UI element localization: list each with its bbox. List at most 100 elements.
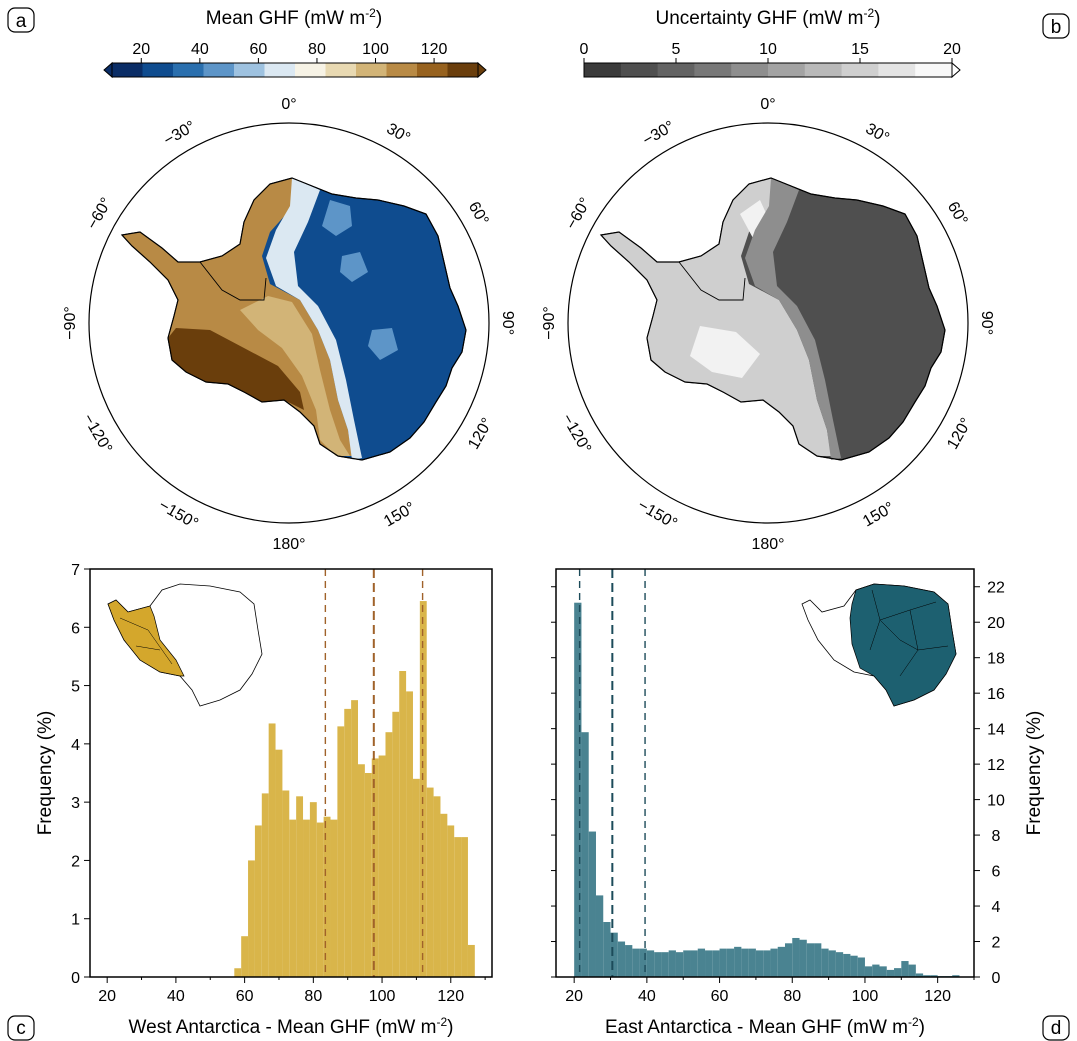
east-xtick-label-4: 100 <box>852 988 879 1005</box>
east-bar-8 <box>632 948 640 977</box>
east-bar-0 <box>574 602 582 977</box>
colorbar-mean-cell-1 <box>142 63 174 77</box>
west-bar-13 <box>323 816 331 977</box>
east-bar-5 <box>610 932 618 977</box>
map-mean-ghf: 0° 30° 60° 90° 120° 150° 180° −150° −120° −90° −60… <box>62 96 516 553</box>
east-bar-39 <box>857 957 865 977</box>
panel-label-b: b <box>1042 13 1070 39</box>
panel-label-a: a <box>7 7 35 33</box>
colorbar-uncertainty-cell-4 <box>731 63 769 77</box>
east-bar-21 <box>726 948 735 977</box>
west-bar-14 <box>330 819 338 977</box>
east-bar-36 <box>835 952 844 977</box>
colorbar-mean-cell-7 <box>325 63 357 77</box>
map-mean-lon-label-0: 0° <box>281 96 296 113</box>
colorbar-mean-cells <box>111 62 479 78</box>
colorbar-uncertainty-cell-7 <box>841 63 879 77</box>
east-bar-27 <box>770 948 778 977</box>
colorbar-uncertainty-cell-2 <box>657 63 695 77</box>
east-xtick-label-2: 60 <box>711 988 729 1005</box>
east-bar-38 <box>850 955 858 977</box>
map-uncertainty-lon-label-2: 60° <box>944 199 971 228</box>
west-bar-5 <box>268 723 276 977</box>
east-bar-16 <box>690 950 698 977</box>
west-antarctica-high-uncert <box>601 178 831 456</box>
west-bar-3 <box>254 825 262 977</box>
east-bar-47 <box>915 973 924 977</box>
east-bars <box>574 602 960 977</box>
west-y-ticks: 0 1 2 3 4 5 6 7 <box>71 562 90 987</box>
west-xtick-label-2: 60 <box>236 988 254 1005</box>
west-bar-31 <box>447 825 455 977</box>
map-uncertainty-lon-label-5: 150° <box>860 499 897 530</box>
panel-label-d: d <box>1042 1015 1070 1041</box>
east-bar-14 <box>675 952 684 977</box>
east-bar-11 <box>654 952 662 977</box>
east-ytick-label-6: 12 <box>987 757 1005 774</box>
histogram-west: 20 40 60 80 100 120 0 1 2 3 4 5 6 7 West Antarctica … <box>35 562 493 1038</box>
east-bar-37 <box>843 953 851 977</box>
east-bar-33 <box>814 943 822 977</box>
map-uncertainty-lon-label-0: 0° <box>760 96 775 113</box>
east-percentile-lines <box>578 569 646 977</box>
east-bar-13 <box>668 950 676 977</box>
east-bar-17 <box>697 948 706 977</box>
transition-band <box>266 178 362 460</box>
east-bar-45 <box>901 961 909 977</box>
colorbar-uncertainty: Uncertainty GHF (mW m-2) 0 5 10 15 20 <box>580 6 961 79</box>
east-bar-9 <box>639 948 647 977</box>
colorbar-mean-cell-8 <box>356 63 387 77</box>
west-bar-9 <box>296 796 304 977</box>
east-xtick-label-0: 20 <box>565 988 583 1005</box>
east-bar-41 <box>872 964 880 977</box>
east-bar-32 <box>806 943 815 977</box>
colorbar-mean-tick-label-0: 20 <box>132 41 150 58</box>
west-brightest <box>690 200 770 378</box>
map-mean-lon-label-5: 150° <box>381 499 418 530</box>
map-uncertainty-lon-label-9: −90° <box>541 306 558 340</box>
colorbar-mean-low-arrow <box>103 61 113 79</box>
west-ytick-label-1: 1 <box>71 912 80 929</box>
west-xtick-label-4: 100 <box>369 988 396 1005</box>
west-xtick-label-3: 80 <box>304 988 322 1005</box>
svg-text:a: a <box>16 11 27 32</box>
colorbar-mean-cell-9 <box>386 63 418 77</box>
west-xtick-label-1: 40 <box>167 988 185 1005</box>
west-bar-21 <box>378 755 386 977</box>
colorbar-uncertainty-high-arrow <box>951 61 961 79</box>
colorbar-uncertainty-cell-6 <box>804 63 843 77</box>
colorbar-uncertainty-tick-label-2: 10 <box>759 41 777 58</box>
east-bar-42 <box>879 966 887 977</box>
east-bar-28 <box>777 946 785 977</box>
west-bar-23 <box>392 711 400 977</box>
west-xtick-label-0: 20 <box>98 988 116 1005</box>
colorbar-uncertainty-cell-1 <box>620 63 659 77</box>
colorbar-mean-cell-11 <box>447 63 479 77</box>
east-bar-7 <box>625 945 633 977</box>
colorbar-uncertainty-tick-label-0: 0 <box>580 41 589 58</box>
east-bar-30 <box>792 937 800 977</box>
east-bar-29 <box>784 943 793 977</box>
east-x-label: East Antarctica - Mean GHF (mW m-2) <box>605 1015 925 1038</box>
colorbar-uncertainty-tick-label-3: 15 <box>851 41 869 58</box>
east-bar-1 <box>581 732 589 977</box>
east-xtick-label-1: 40 <box>638 988 656 1005</box>
east-bar-24 <box>748 948 756 977</box>
east-bar-3 <box>595 895 604 977</box>
west-bar-12 <box>316 822 324 977</box>
east-bar-48 <box>923 975 931 977</box>
west-ytick-label-5: 5 <box>71 679 80 696</box>
map-mean-lon-label-6: 180° <box>272 536 305 553</box>
west-bar-30 <box>440 813 448 977</box>
east-inset-fill <box>849 583 957 707</box>
transition-grey <box>745 178 841 460</box>
map-uncertainty-lon-label-10: −60° <box>563 195 594 233</box>
colorbar-uncertainty-cell-5 <box>768 63 806 77</box>
east-bar-35 <box>828 950 836 977</box>
map-uncertainty-lon-label-4: 120° <box>944 415 975 452</box>
east-bar-6 <box>617 941 626 977</box>
west-bar-25 <box>406 691 413 977</box>
west-bar-33 <box>461 837 468 977</box>
west-ytick-label-3: 3 <box>71 795 80 812</box>
colorbar-uncertainty-title: Uncertainty GHF (mW m-2) <box>656 6 881 29</box>
